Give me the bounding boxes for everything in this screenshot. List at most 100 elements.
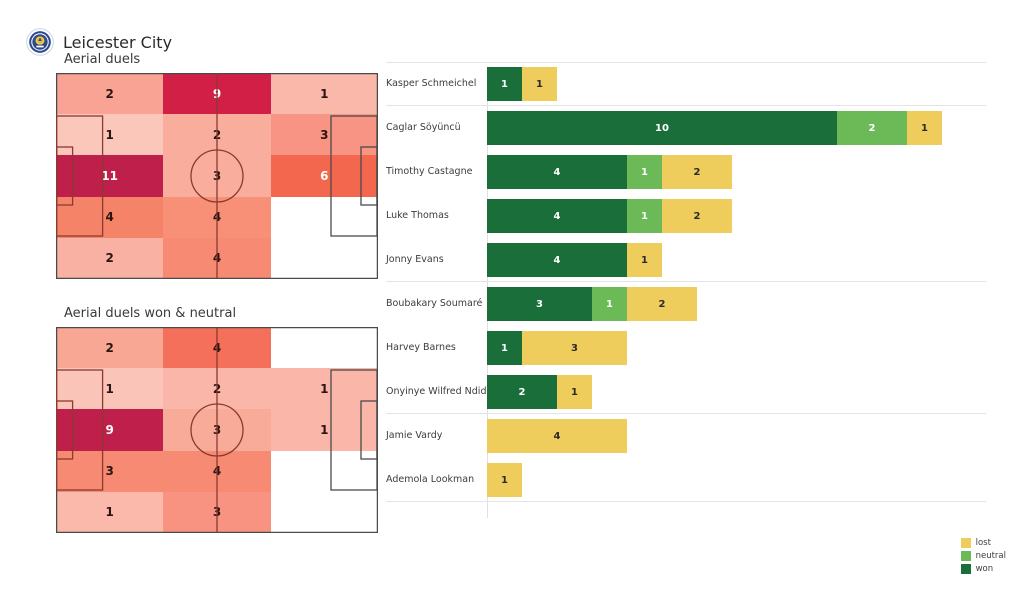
legend-item-won[interactable]: won (960, 564, 1006, 574)
bar-segment-won[interactable]: 10 (487, 111, 837, 145)
player-name-label: Harvey Barnes (386, 341, 456, 353)
heatmap-cell: 1 (270, 368, 378, 410)
legend-swatch-neutral (960, 551, 971, 561)
bar-segment-value: 2 (658, 298, 666, 310)
bar-track: 10 2 1 (487, 111, 986, 145)
heatmap-cell-value: 4 (212, 464, 222, 479)
heatmap-cell-value: 3 (212, 168, 222, 183)
bar-segment-value: 4 (553, 210, 561, 222)
pitch-title: Aerial duels (64, 52, 141, 67)
heatmap-cell-value: 3 (212, 422, 222, 437)
heatmap-cell-value: 1 (320, 86, 329, 101)
heatmap-grid: 2 9 1 1 2 3 11 3 6 4 4 2 4 (56, 73, 378, 279)
player-name-label: Kasper Schmeichel (386, 77, 477, 89)
bar-segment-lost[interactable]: 1 (627, 243, 662, 277)
bar-segment-won[interactable]: 1 (487, 331, 522, 365)
chart-legend: lost neutral won (960, 538, 1006, 574)
bar-row[interactable]: Kasper Schmeichel 1 1 (386, 62, 986, 106)
legend-label: neutral (975, 551, 1006, 561)
heatmap-cell-value: 3 (105, 464, 114, 479)
heatmap-cell-value: 6 (320, 168, 329, 183)
bar-segment-lost[interactable]: 1 (907, 111, 942, 145)
bar-segment-won[interactable]: 4 (487, 155, 627, 189)
bar-segment-neutral[interactable]: 1 (592, 287, 627, 321)
bar-segment-lost[interactable]: 2 (662, 199, 732, 233)
bar-row[interactable]: Timothy Castagne 4 1 2 (386, 150, 986, 194)
heatmap-cell-value: 9 (212, 86, 222, 101)
player-name-label: Boubakary Soumaré (386, 297, 483, 309)
bar-row[interactable]: Caglar Söyüncü 10 2 1 (386, 106, 986, 150)
heatmap-cell: 1 (56, 491, 164, 533)
bar-row[interactable]: Harvey Barnes 1 3 (386, 326, 986, 370)
aerial-duels-pitch-panel: Aerial duels 2 9 1 1 2 3 11 3 6 4 4 2 4 (56, 52, 378, 279)
bar-segment-value: 3 (571, 342, 578, 354)
player-name-label: Jamie Vardy (386, 429, 443, 441)
bar-track: 4 1 2 (487, 155, 986, 189)
bar-segment-lost[interactable]: 1 (487, 463, 522, 497)
bar-row[interactable]: Luke Thomas 4 1 2 (386, 194, 986, 238)
heatmap-cell (270, 491, 378, 533)
bar-segment-lost[interactable]: 2 (627, 287, 697, 321)
legend-item-lost[interactable]: lost (960, 538, 1006, 548)
bar-segment-value: 1 (501, 474, 508, 486)
heatmap-cell-value: 2 (212, 127, 222, 142)
bar-segment-value: 10 (655, 122, 669, 134)
bar-segment-lost[interactable]: 4 (487, 419, 627, 453)
bar-segment-won[interactable]: 4 (487, 199, 627, 233)
bar-segment-lost[interactable]: 1 (522, 67, 557, 101)
legend-swatch-lost (960, 538, 971, 548)
bar-segment-lost[interactable]: 1 (557, 375, 592, 409)
bar-segment-value: 1 (641, 166, 648, 178)
bar-segment-won[interactable]: 2 (487, 375, 557, 409)
bar-segment-won[interactable]: 4 (487, 243, 627, 277)
heatmap-cell (270, 327, 378, 369)
bar-segment-won[interactable]: 1 (487, 67, 522, 101)
heatmap-cell-value: 1 (320, 422, 329, 437)
bar-segment-lost[interactable]: 2 (662, 155, 732, 189)
heatmap-cell (270, 237, 378, 279)
player-name-label: Timothy Castagne (386, 165, 473, 177)
heatmap-cell: 2 (56, 237, 164, 279)
aerial-duels-won-neutral-heatmap-pitch: 2 4 1 2 1 9 3 1 3 4 1 3 (56, 327, 378, 533)
aerial-duels-won-neutral-pitch-panel: Aerial duels won & neutral 2 4 1 2 1 9 3 1 3 4 1 3 (56, 306, 378, 533)
bar-segment-value: 1 (501, 342, 508, 354)
group-separator (386, 105, 986, 106)
bar-segment-value: 2 (693, 166, 701, 178)
heatmap-cell: 2 (56, 327, 164, 369)
heatmap-cell: 2 (163, 368, 271, 410)
heatmap-cell (270, 450, 378, 492)
bar-segment-neutral[interactable]: 1 (627, 199, 662, 233)
bar-segment-value: 1 (501, 78, 508, 90)
heatmap-cell-value: 2 (105, 251, 114, 266)
heatmap-cell: 9 (56, 409, 164, 451)
bar-segment-won[interactable]: 3 (487, 287, 592, 321)
bar-segment-neutral[interactable]: 2 (837, 111, 907, 145)
bar-row[interactable]: Ademola Lookman 1 (386, 458, 986, 502)
bar-row[interactable]: Jamie Vardy 4 (386, 414, 986, 458)
player-name-label: Onyinye Wilfred Ndidi (386, 385, 490, 397)
bar-segment-value: 1 (606, 298, 613, 310)
heatmap-cell-value: 2 (212, 381, 222, 396)
legend-item-neutral[interactable]: neutral (960, 551, 1006, 561)
heatmap-cell: 4 (56, 196, 164, 238)
bar-row[interactable]: Jonny Evans 4 1 (386, 238, 986, 282)
bar-segment-value: 2 (518, 386, 526, 398)
bar-track: 3 1 2 (487, 287, 986, 321)
bar-segment-value: 2 (693, 210, 701, 222)
bar-row[interactable]: Boubakary Soumaré 3 1 2 (386, 282, 986, 326)
heatmap-cell-value: 11 (101, 168, 119, 183)
pitch-title: Aerial duels won & neutral (64, 306, 237, 321)
legend-label: lost (975, 538, 991, 548)
bar-segment-neutral[interactable]: 1 (627, 155, 662, 189)
heatmap-cell-value: 2 (105, 86, 114, 101)
bar-segment-lost[interactable]: 3 (522, 331, 627, 365)
bar-segment-value: 3 (536, 298, 543, 310)
heatmap-grid: 2 4 1 2 1 9 3 1 3 4 1 3 (56, 327, 378, 533)
bar-row[interactable]: Onyinye Wilfred Ndidi 2 1 (386, 370, 986, 414)
heatmap-cell: 1 (270, 409, 378, 451)
heatmap-cell: 9 (163, 73, 271, 115)
